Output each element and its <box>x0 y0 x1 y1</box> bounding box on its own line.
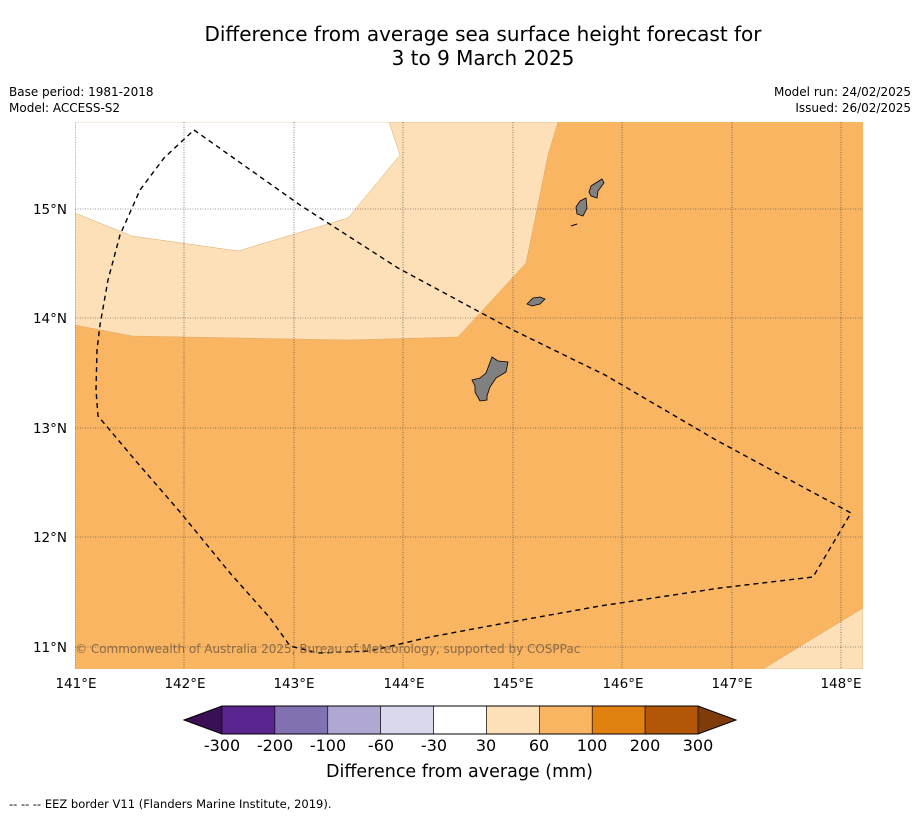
colorbar-segment <box>591 705 646 735</box>
lon-label-145e: 145°E <box>492 676 533 692</box>
model-run-text: Model run: 24/02/2025 <box>773 85 911 99</box>
island-tinian <box>575 197 588 217</box>
eez-legend-note: -- -- -- EEZ border V11 (Flanders Marine… <box>9 797 332 811</box>
meta-right: Model run: 24/02/2025 Issued: 26/02/2025 <box>774 84 911 116</box>
lat-label-11n: 11°N <box>33 640 67 656</box>
island-saipan <box>588 178 605 199</box>
graticule <box>75 122 863 669</box>
colorbar-tick-0: -300 <box>204 736 240 755</box>
anomaly-region-near-average <box>75 122 401 252</box>
latitude-labels: 15°N 14°N 13°N 12°N 11°N <box>33 202 67 656</box>
map-panel: © Commonwealth of Australia 2025, Bureau… <box>75 122 863 669</box>
colorbar-tick-5: 30 <box>476 736 496 755</box>
lon-label-147e: 147°E <box>711 676 752 692</box>
colorbar-label: Difference from average (mm) <box>325 762 594 782</box>
colorbar-segment <box>380 705 434 735</box>
lon-label-141e: 141°E <box>55 676 96 692</box>
issued-text: Issued: 26/02/2025 <box>795 101 911 115</box>
model-text: Model: ACCESS-S2 <box>9 101 121 115</box>
lon-label-144e: 144°E <box>383 676 424 692</box>
colorbar-segment <box>539 705 593 735</box>
colorbar-extend-high <box>698 706 736 734</box>
anomaly-region-30-60-southeast <box>762 607 863 669</box>
colorbar-tick-2: -100 <box>310 736 346 755</box>
colorbar-segment <box>274 705 329 735</box>
base-period-text: Base period: 1981-2018 <box>9 85 154 99</box>
eez-border <box>95 129 852 654</box>
colorbar: -300 -200 -100 -60 -30 30 60 100 200 300 <box>182 705 738 755</box>
lat-label-14n: 14°N <box>33 311 67 327</box>
island-guam <box>471 356 509 402</box>
colorbar-segment <box>486 705 540 735</box>
colorbar-tick-4: -30 <box>421 736 447 755</box>
lon-label-142e: 142°E <box>164 676 205 692</box>
island-rota <box>526 296 546 307</box>
longitude-labels: 141°E 142°E 143°E 144°E 145°E 146°E 147°… <box>55 676 861 692</box>
colorbar-tick-6: 60 <box>529 736 549 755</box>
colorbar-ticks: -300 -200 -100 -60 -30 30 60 100 200 300 <box>204 736 713 755</box>
lat-label-13n: 13°N <box>33 421 67 437</box>
colorbar-segment <box>433 705 487 735</box>
colorbar-tick-9: 300 <box>683 736 714 755</box>
colorbar-segment <box>327 705 381 735</box>
colorbar-segment <box>221 705 276 735</box>
island-aguijan <box>570 223 578 227</box>
title-line-2: 3 to 9 March 2025 <box>391 46 575 70</box>
colorbar-tick-8: 200 <box>630 736 661 755</box>
meta-left: Base period: 1981-2018 Model: ACCESS-S2 <box>9 84 154 116</box>
lon-label-146e: 146°E <box>602 676 643 692</box>
lat-label-12n: 12°N <box>33 530 67 546</box>
colorbar-segment <box>644 705 699 735</box>
colorbar-outline <box>182 705 738 735</box>
colorbar-tick-1: -200 <box>257 736 293 755</box>
lat-label-15n: 15°N <box>33 202 67 218</box>
lon-label-143e: 143°E <box>273 676 314 692</box>
title-line-1: Difference from average sea surface heig… <box>204 22 762 46</box>
colorbar-tick-7: 100 <box>577 736 608 755</box>
copyright-text: © Commonwealth of Australia 2025, Bureau… <box>75 642 580 656</box>
colorbar-extend-low <box>184 706 222 734</box>
colorbar-tick-3: -60 <box>368 736 394 755</box>
chart-title: Difference from average sea surface heig… <box>0 22 919 70</box>
lon-label-148e: 148°E <box>820 676 861 692</box>
